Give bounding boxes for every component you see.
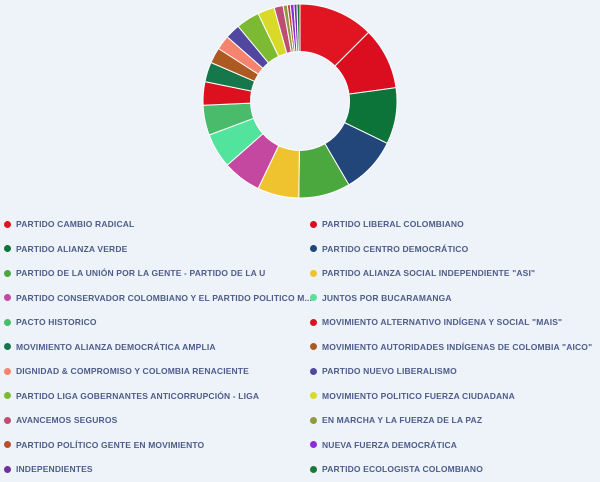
- legend-dot-icon: [310, 294, 317, 302]
- legend-item-5[interactable]: PARTIDO ALIANZA SOCIAL INDEPENDIENTE "AS…: [310, 261, 600, 286]
- legend-label: EN MARCHA Y LA FUERZA DE LA PAZ: [322, 415, 483, 426]
- legend-label: PARTIDO LIGA GOBERNANTES ANTICORRUPCIÓN …: [16, 390, 260, 401]
- legend-label: PARTIDO ECOLOGISTA COLOMBIANO: [322, 464, 483, 475]
- legend-item-15[interactable]: MOVIMIENTO POLITICO FUERZA CIUDADANA: [310, 384, 600, 409]
- pie-slice-21[interactable]: [296, 3, 301, 53]
- legend-label: PARTIDO NUEVO LIBERALISMO: [322, 366, 457, 377]
- legend-dot-icon: [4, 441, 11, 449]
- legend-dot-icon: [4, 465, 11, 473]
- legend-item-19[interactable]: NUEVA FUERZA DEMOCRÁTICA: [310, 433, 600, 458]
- legend-item-9[interactable]: MOVIMIENTO ALTERNATIVO INDÍGENA Y SOCIAL…: [310, 310, 600, 335]
- legend-label: PARTIDO DE LA UNIÓN POR LA GENTE - PARTI…: [16, 268, 266, 279]
- legend-dot-icon: [4, 392, 11, 400]
- legend-label: MOVIMIENTO ALIANZA DEMOCRÁTICA AMPLIA: [16, 341, 216, 352]
- legend-item-17[interactable]: EN MARCHA Y LA FUERZA DE LA PAZ: [310, 408, 600, 433]
- legend-label: PARTIDO CENTRO DEMOCRÁTICO: [322, 243, 469, 254]
- legend-item-1[interactable]: PARTIDO LIBERAL COLOMBIANO: [310, 212, 600, 237]
- legend-dot-icon: [4, 367, 11, 375]
- legend-dot-icon: [310, 416, 317, 424]
- legend-column-left: PARTIDO CAMBIO RADICAL PARTIDO ALIANZA VE…: [4, 212, 312, 482]
- legend-item-0[interactable]: PARTIDO CAMBIO RADICAL: [4, 212, 310, 237]
- legend-item-11[interactable]: MOVIMIENTO AUTORIDADES INDÍGENAS DE COLO…: [310, 335, 600, 360]
- legend-item-12[interactable]: DIGNIDAD & COMPROMISO Y COLOMBIA RENACIE…: [4, 359, 310, 384]
- legend-dot-icon: [4, 416, 11, 424]
- legend-dot-icon: [4, 343, 11, 351]
- legend-dot-icon: [310, 318, 317, 326]
- legend-item-10[interactable]: MOVIMIENTO ALIANZA DEMOCRÁTICA AMPLIA: [4, 335, 310, 360]
- legend-dot-icon: [310, 367, 317, 375]
- legend-label: MOVIMIENTO POLITICO FUERZA CIUDADANA: [322, 390, 515, 401]
- legend-label: PARTIDO LIBERAL COLOMBIANO: [322, 219, 464, 230]
- legend-label: PACTO HISTORICO: [16, 317, 97, 328]
- legend-item-2[interactable]: PARTIDO ALIANZA VERDE: [4, 237, 310, 262]
- legend-item-18[interactable]: PARTIDO POLÍTICO GENTE EN MOVIMIENTO: [4, 433, 310, 458]
- legend-dot-icon: [4, 269, 11, 277]
- legend-label: DIGNIDAD & COMPROMISO Y COLOMBIA RENACIE…: [16, 366, 249, 377]
- legend-dot-icon: [4, 294, 11, 302]
- donut-chart: [202, 3, 398, 199]
- legend-dot-icon: [310, 465, 317, 473]
- legend-label: PARTIDO ALIANZA SOCIAL INDEPENDIENTE "AS…: [322, 268, 536, 279]
- legend-label: PARTIDO CONSERVADOR COLOMBIANO Y EL PART…: [16, 292, 312, 303]
- legend-dot-icon: [310, 245, 317, 253]
- chart-legend: PARTIDO CAMBIO RADICAL PARTIDO ALIANZA VE…: [0, 207, 600, 482]
- legend-label: JUNTOS POR BUCARAMANGA: [322, 292, 452, 303]
- legend-label: PARTIDO CAMBIO RADICAL: [16, 219, 135, 230]
- legend-dot-icon: [310, 441, 317, 449]
- legend-item-16[interactable]: AVANCEMOS SEGUROS: [4, 408, 310, 433]
- legend-label: PARTIDO ALIANZA VERDE: [16, 243, 128, 254]
- legend-dot-icon: [4, 245, 11, 253]
- legend-label: NUEVA FUERZA DEMOCRÁTICA: [322, 439, 458, 450]
- legend-item-8[interactable]: PACTO HISTORICO: [4, 310, 310, 335]
- legend-label: PARTIDO POLÍTICO GENTE EN MOVIMIENTO: [16, 439, 205, 450]
- legend-label: MOVIMIENTO ALTERNATIVO INDÍGENA Y SOCIAL…: [322, 317, 563, 328]
- legend-item-13[interactable]: PARTIDO NUEVO LIBERALISMO: [310, 359, 600, 384]
- legend-item-7[interactable]: JUNTOS POR BUCARAMANGA: [310, 286, 600, 311]
- legend-item-14[interactable]: PARTIDO LIGA GOBERNANTES ANTICORRUPCIÓN …: [4, 384, 310, 409]
- chart-area: [0, 0, 600, 207]
- legend-item-4[interactable]: PARTIDO DE LA UNIÓN POR LA GENTE - PARTI…: [4, 261, 310, 286]
- legend-item-20[interactable]: INDEPENDIENTES: [4, 457, 310, 482]
- legend-label: MOVIMIENTO AUTORIDADES INDÍGENAS DE COLO…: [322, 341, 593, 352]
- legend-dot-icon: [310, 392, 317, 400]
- legend-dot-icon: [310, 269, 317, 277]
- legend-dot-icon: [4, 318, 11, 326]
- legend-dot-icon: [4, 220, 11, 228]
- legend-item-21[interactable]: PARTIDO ECOLOGISTA COLOMBIANO: [310, 457, 600, 482]
- legend-label: AVANCEMOS SEGUROS: [16, 415, 118, 426]
- legend-item-3[interactable]: PARTIDO CENTRO DEMOCRÁTICO: [310, 237, 600, 262]
- legend-dot-icon: [310, 220, 317, 228]
- legend-column-right: PARTIDO LIBERAL COLOMBIANO PARTIDO CENTRO…: [310, 212, 600, 482]
- legend-dot-icon: [310, 343, 317, 351]
- legend-item-6[interactable]: PARTIDO CONSERVADOR COLOMBIANO Y EL PART…: [4, 286, 312, 311]
- legend-label: INDEPENDIENTES: [16, 464, 93, 475]
